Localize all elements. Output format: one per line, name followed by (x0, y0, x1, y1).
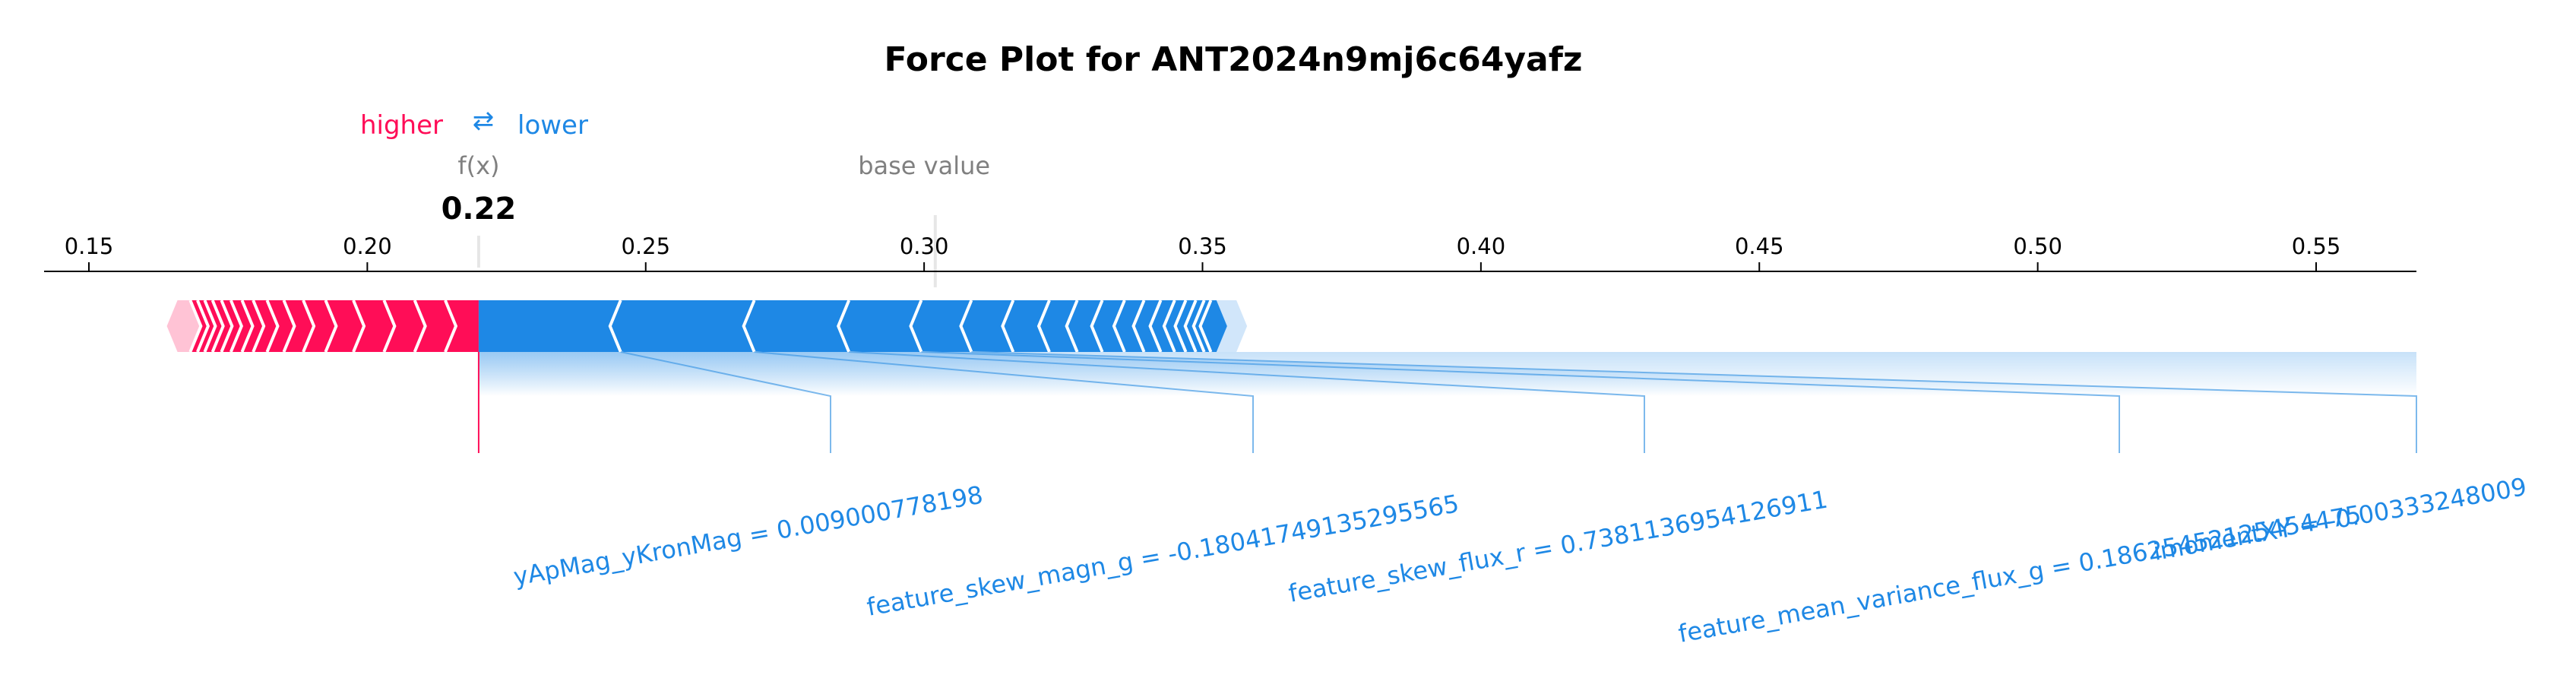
negative-segment-divider (837, 300, 851, 353)
negative-segment-divider (1001, 300, 1015, 353)
tick-label: 0.40 (1457, 233, 1506, 259)
positive-segment-divider (352, 300, 366, 353)
negative-segment-divider (1112, 300, 1126, 353)
feature-label: feature_skew_flux_r = 0.7381136954126911 (1286, 485, 1830, 608)
tick-label: 0.25 (621, 233, 670, 259)
positive-segment-divider (220, 300, 234, 353)
positive-segment-divider (265, 300, 280, 353)
force-bars (166, 300, 1248, 353)
positive-segment-divider (203, 300, 217, 353)
negative-segment-divider (1183, 300, 1198, 353)
negative-segment-divider (1191, 300, 1206, 353)
negative-segment-divider (959, 300, 973, 353)
feature-label: imomentXY = -0.00333248009 (2151, 472, 2529, 566)
positive-segment-divider (382, 300, 397, 353)
positive-force-bar (190, 300, 479, 352)
positive-segment-divider (240, 300, 255, 353)
positive-segment-divider (413, 300, 427, 353)
tick-label: 0.35 (1178, 233, 1227, 259)
legend-arrows-icon: ⇄ (473, 106, 495, 136)
tick-label: 0.30 (900, 233, 949, 259)
legend-lower-label: lower (517, 110, 588, 141)
legend-higher-label: higher (360, 110, 443, 141)
negative-segment-divider (1198, 300, 1213, 353)
positive-segment-divider (324, 300, 338, 353)
negative-segment-divider (742, 300, 756, 353)
base-value-label: base value (858, 151, 990, 180)
tick-label: 0.55 (2292, 233, 2341, 259)
feature-labels: yApMag_yKronMag = 0.009000778198 feature_… (511, 472, 2529, 648)
fx-value: 0.22 (441, 192, 517, 227)
positive-segment-divider (252, 300, 266, 353)
negative-segment-divider (1090, 300, 1104, 353)
negative-segment-divider (1065, 300, 1079, 353)
positive-segment-divider (444, 300, 458, 353)
tick-label: 0.15 (65, 233, 114, 259)
feature-connectors (478, 351, 2417, 453)
chart-title: Force Plot for ANT2024n9mj6c64yafz (884, 40, 1582, 79)
fx-label: f(x) (457, 151, 499, 180)
negative-segment-divider (1131, 300, 1146, 353)
connector-gradient (478, 352, 2416, 396)
positive-segment-divider (188, 300, 203, 353)
tick-label: 0.20 (343, 233, 392, 259)
positive-segment-divider (282, 300, 296, 353)
negative-segment-divider (1173, 300, 1188, 353)
positive-segment-divider (196, 300, 210, 353)
negative-segment-divider (608, 300, 622, 353)
positive-segment-divider (302, 300, 316, 353)
feature-label: yApMag_yKronMag = 0.009000778198 (511, 480, 986, 591)
negative-force-bar (478, 300, 1227, 352)
tick-label: 0.50 (2013, 233, 2062, 259)
negative-segment-divider (1162, 300, 1176, 353)
positive-segment-divider (229, 300, 244, 353)
negative-segment-divider (1036, 300, 1051, 353)
positive-segment-divider (210, 300, 225, 353)
negative-segment-divider (1148, 300, 1163, 353)
tick-label: 0.45 (1735, 233, 1784, 259)
x-axis-ticks: 0.15 0.20 0.25 0.30 0.35 0.40 0.45 0.50 0.55 (65, 233, 2341, 271)
negative-segment-divider (909, 300, 923, 353)
